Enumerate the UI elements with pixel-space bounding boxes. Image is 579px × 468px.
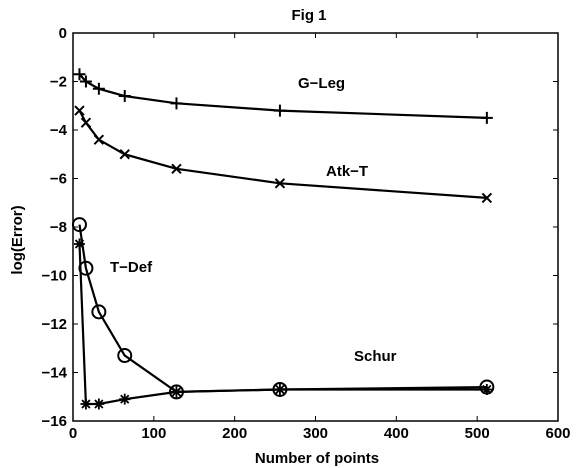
- data-point-g-leg: [170, 97, 183, 110]
- data-point-g-leg: [79, 75, 92, 88]
- y-tick-label: 0: [59, 25, 67, 42]
- data-point-t-def: [91, 304, 107, 320]
- y-tick-label: −16: [42, 413, 67, 430]
- x-tick-label: 600: [545, 425, 570, 442]
- data-point-schur: [119, 393, 131, 405]
- data-point-schur: [80, 398, 92, 410]
- data-point-schur: [274, 383, 286, 395]
- y-tick-label: −2: [50, 74, 67, 91]
- y-tick-label: −12: [42, 316, 67, 333]
- data-point-schur: [73, 238, 85, 250]
- series-markers: [71, 68, 495, 410]
- data-point-schur: [170, 386, 182, 398]
- x-tick-label: 300: [303, 425, 328, 442]
- x-axis-label: Number of points: [255, 450, 379, 467]
- data-point-g-leg: [73, 68, 86, 81]
- y-tick-label: −14: [42, 365, 68, 382]
- chart-title: Fig 1: [291, 7, 326, 24]
- data-point-g-leg: [92, 82, 105, 95]
- x-tick-label: 400: [384, 425, 409, 442]
- x-tick-label: 0: [69, 425, 77, 442]
- data-point-g-leg: [273, 104, 286, 117]
- series-line-t-def: [78, 224, 487, 394]
- data-point-atk-t: [171, 163, 182, 175]
- y-tick-label: −4: [50, 122, 68, 139]
- y-tick-label: −6: [50, 171, 67, 188]
- y-tick-label: −10: [42, 268, 67, 285]
- data-point-atk-t: [74, 105, 85, 116]
- data-point-atk-t: [80, 117, 92, 128]
- data-point-atk-t: [93, 134, 105, 145]
- y-tick-label: −8: [50, 219, 67, 236]
- x-tick-label: 100: [141, 425, 166, 442]
- data-point-atk-t: [119, 149, 130, 160]
- data-point-schur: [481, 383, 493, 395]
- data-point-schur: [93, 398, 105, 410]
- plot-area-frame: [72, 32, 559, 422]
- data-point-t-def: [78, 260, 94, 276]
- data-point-g-leg: [480, 111, 493, 124]
- x-tick-label: 500: [465, 425, 490, 442]
- data-point-atk-t: [481, 192, 493, 204]
- data-point-t-def: [168, 384, 184, 400]
- series-line-atk-t: [78, 110, 487, 199]
- series-label-t-def: T−Def: [110, 259, 153, 276]
- y-axis-label: log(Error): [9, 205, 26, 274]
- series-label-schur: Schur: [354, 348, 397, 365]
- series-label-atk-t: Atk−T: [326, 163, 368, 180]
- series-lines: [78, 73, 487, 406]
- data-point-atk-t: [274, 178, 286, 189]
- data-point-t-def: [272, 381, 288, 397]
- x-tick-label: 200: [222, 425, 247, 442]
- series-label-g-leg: G−Leg: [298, 75, 345, 92]
- data-point-g-leg: [118, 90, 131, 103]
- axis-ticks: 0 100 200 300 400 500 600 0 −2 −4 −6 −8 −10 −12 −14 −16: [42, 25, 571, 442]
- data-point-t-def: [117, 348, 133, 364]
